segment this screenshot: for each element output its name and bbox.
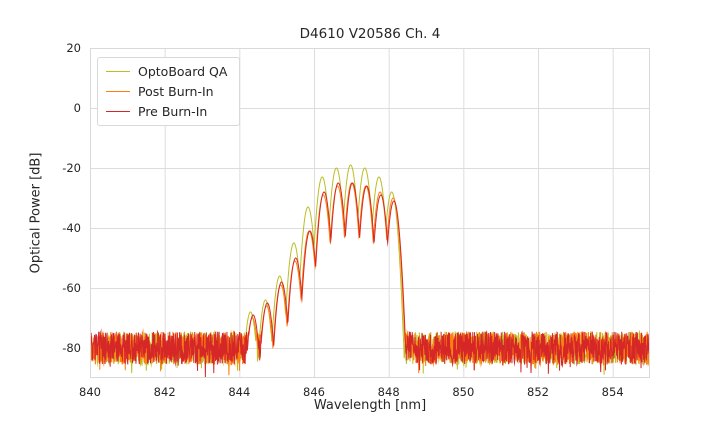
legend-line-swatch — [106, 111, 130, 112]
x-tick-label: 854 — [601, 385, 624, 399]
x-tick-label: 842 — [153, 385, 176, 399]
y-tick-label: 20 — [66, 41, 81, 55]
x-tick-label: 844 — [228, 385, 251, 399]
legend-label: OptoBoard QA — [138, 64, 228, 79]
x-tick-label: 852 — [527, 385, 549, 399]
y-tick-label: -60 — [62, 281, 81, 295]
legend-line-swatch — [106, 71, 130, 72]
legend-label: Pre Burn-In — [138, 104, 208, 119]
x-tick-label: 848 — [377, 385, 400, 399]
chart-title: D4610 V20586 Ch. 4 — [299, 26, 441, 42]
legend-entry: Post Burn-In — [106, 84, 227, 99]
x-tick-label: 840 — [79, 385, 101, 399]
y-axis-label: Optical Power [dB] — [28, 152, 44, 274]
y-tick-label: -80 — [62, 341, 81, 355]
legend-entry: Pre Burn-In — [106, 104, 227, 119]
legend-entry: OptoBoard QA — [106, 64, 227, 79]
y-tick-label: 0 — [73, 101, 81, 115]
legend: OptoBoard QA Post Burn-In Pre Burn-In — [97, 57, 241, 126]
y-tick-label: -20 — [62, 161, 81, 175]
legend-label: Post Burn-In — [138, 84, 214, 99]
x-tick-label: 846 — [303, 385, 325, 399]
x-tick-label: 850 — [452, 385, 475, 399]
legend-line-swatch — [106, 91, 130, 92]
x-axis-label: Wavelength [nm] — [313, 398, 427, 413]
y-tick-label: -40 — [62, 221, 81, 235]
